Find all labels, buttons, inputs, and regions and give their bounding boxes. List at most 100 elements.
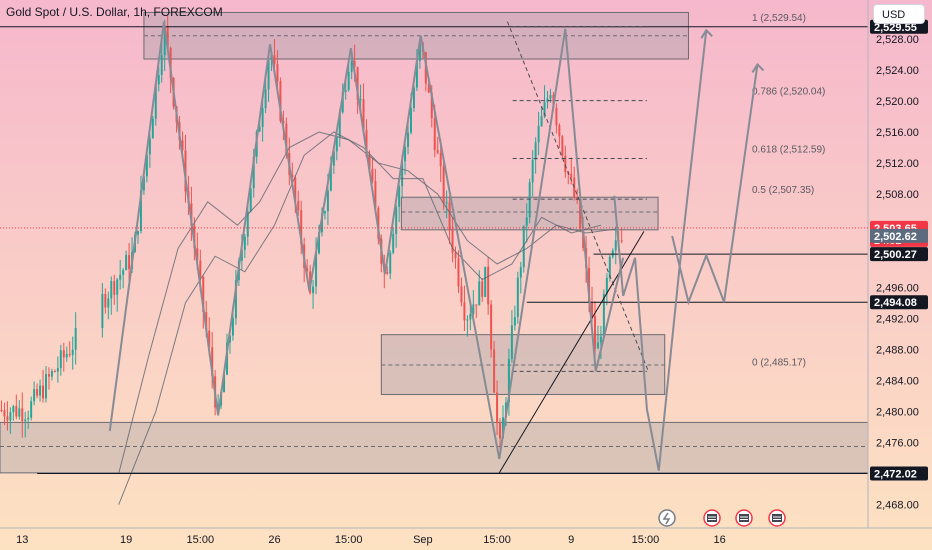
candle-body (181, 140, 184, 151)
candle-body (157, 74, 160, 85)
x-tick-label: 15:00 (483, 534, 511, 546)
moving-average-1 (118, 131, 602, 505)
candle-body (433, 118, 436, 150)
x-tick-label: 9 (568, 534, 574, 546)
candle-body (356, 66, 359, 100)
candle-body (312, 286, 315, 294)
candle-body (593, 316, 596, 349)
candle-body (101, 293, 104, 328)
x-tick-label: 15:00 (335, 534, 363, 546)
candle-body (12, 406, 15, 413)
candle-body (448, 202, 451, 231)
fib-label-0: 1 (2,529.54) (752, 13, 806, 24)
y-tick-label: 2,480.00 (876, 407, 919, 419)
candle-body (347, 71, 350, 91)
candle-body (9, 412, 12, 421)
candle-body (326, 190, 329, 212)
price-label-2: 2,502.62 (874, 231, 917, 243)
candle-body (353, 61, 356, 67)
y-tick-label: 2,488.00 (876, 344, 919, 356)
candle-body (341, 91, 344, 113)
candle-body (208, 330, 211, 348)
candle-body (564, 155, 567, 173)
y-tick-label: 2,524.00 (876, 65, 919, 77)
candle-body (519, 267, 522, 278)
candle-body (427, 83, 430, 93)
economic-calendar-icon-2[interactable] (768, 509, 786, 527)
candle-body (386, 272, 389, 274)
candle-body (445, 202, 448, 204)
candle-body (546, 98, 549, 103)
candle-body (335, 136, 338, 152)
candle-body (246, 211, 249, 237)
candle-body (113, 280, 116, 295)
candle-body (59, 350, 62, 369)
candle-body (42, 385, 45, 399)
candle-body (104, 293, 107, 308)
candle-body (401, 161, 404, 187)
candle-body (15, 406, 18, 417)
candle-body (365, 129, 368, 157)
candle-body (350, 61, 353, 72)
x-tick-label: 15:00 (187, 534, 215, 546)
candle-body (24, 419, 27, 422)
candle-body (540, 116, 543, 127)
candle-body (442, 166, 445, 204)
candle-body (71, 349, 74, 355)
candle-body (608, 256, 611, 278)
candle-body (463, 302, 466, 321)
candle-body (128, 255, 131, 270)
candle-body (395, 206, 398, 234)
candle-body (125, 255, 128, 271)
candle-body (211, 347, 214, 377)
y-tick-label: 2,520.00 (876, 96, 919, 108)
candle-body (53, 371, 56, 373)
symbol-title: Gold Spot / U.S. Dollar, 1h, FOREXCOM (6, 5, 223, 19)
candle-body (516, 277, 519, 318)
candle-body (205, 312, 208, 331)
calendar-glyph (772, 514, 782, 522)
candle-body (537, 126, 540, 143)
calendar-glyph (707, 514, 717, 522)
candle-body (279, 81, 282, 121)
earnings-flag-icon[interactable] (703, 509, 721, 527)
candle-body (217, 405, 220, 408)
candle-body (549, 94, 552, 99)
candle-body (315, 253, 318, 287)
price-label-3: 2,500.27 (874, 249, 917, 261)
candle-body (285, 123, 288, 154)
candle-body (107, 298, 110, 308)
candle-body (614, 240, 617, 251)
candle-body (202, 276, 205, 313)
candle-body (196, 248, 199, 261)
candle-body (300, 210, 303, 245)
y-tick-label: 2,528.00 (876, 34, 919, 46)
candle-body (525, 217, 528, 226)
y-tick-label: 2,496.00 (876, 282, 919, 294)
economic-calendar-icon[interactable] (735, 509, 753, 527)
currency-selector[interactable]: USD (873, 4, 925, 24)
lightning-icon[interactable] (658, 509, 676, 527)
candle-body (223, 374, 226, 393)
candle-body (496, 392, 499, 424)
forecast-arrowhead (700, 28, 713, 39)
candle-body (142, 176, 145, 191)
candle-body (596, 342, 599, 349)
forecast-path-right (671, 64, 759, 306)
candle-body (252, 156, 255, 189)
candle-body (561, 136, 564, 156)
candle-body (332, 151, 335, 166)
candle-body (249, 188, 252, 212)
candle-body (39, 385, 42, 396)
candle-body (359, 99, 362, 101)
candle-body (240, 249, 243, 261)
candle-body (507, 358, 510, 403)
candle-body (139, 190, 142, 232)
y-tick-label: 2,516.00 (876, 127, 919, 139)
candle-body (344, 90, 347, 92)
candle-body (166, 25, 169, 48)
y-tick-label: 2,484.00 (876, 375, 919, 387)
candle-body (620, 240, 623, 242)
